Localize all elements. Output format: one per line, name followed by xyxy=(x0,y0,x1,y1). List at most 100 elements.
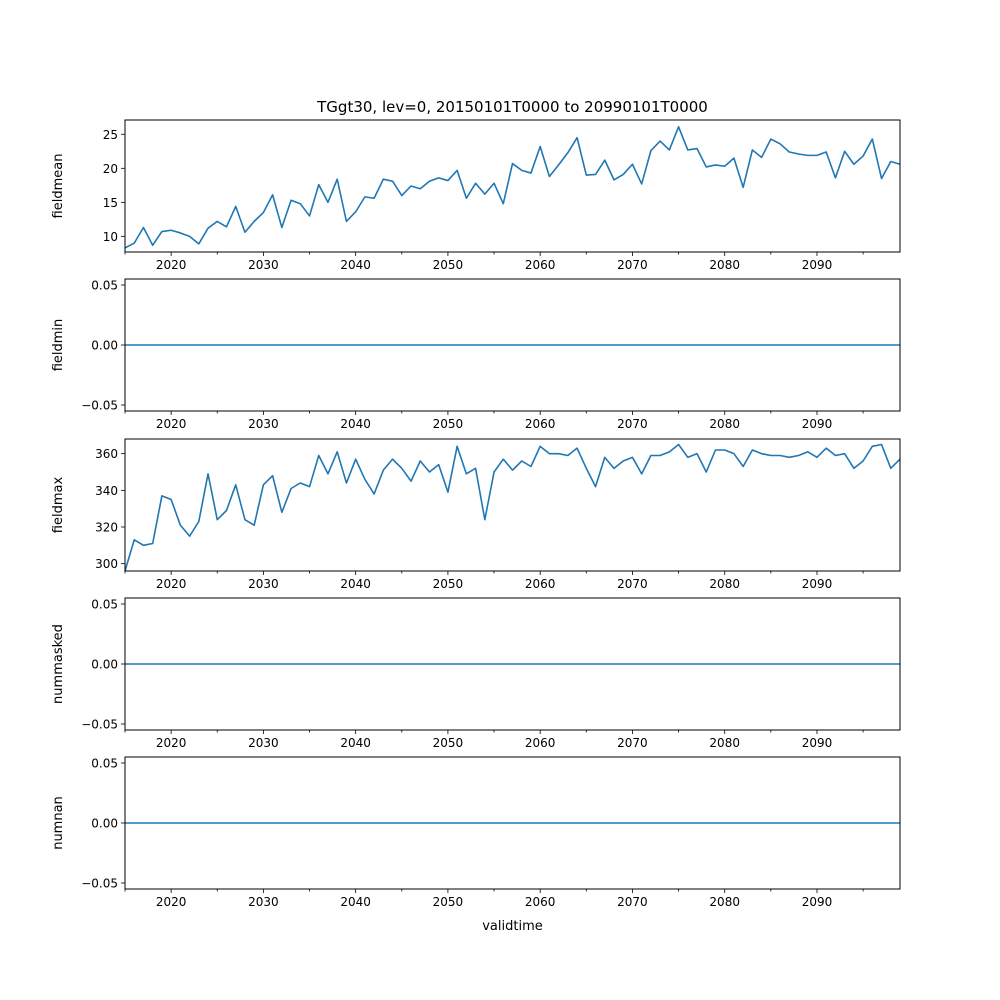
fieldmax-point xyxy=(474,467,476,469)
x-tick-label: 2020 xyxy=(156,258,187,272)
fieldmean-point xyxy=(659,140,661,142)
y-tick-label: 0.05 xyxy=(91,757,118,771)
fieldmax-point xyxy=(862,460,864,462)
fieldmax-point xyxy=(493,471,495,473)
numnan-y-axis-label: numnan xyxy=(51,796,66,850)
fieldmax-point xyxy=(382,469,384,471)
x-tick-label: 2090 xyxy=(802,895,833,909)
fieldmean-point xyxy=(207,227,209,229)
x-tick-label: 2030 xyxy=(248,736,279,750)
x-tick-label: 2080 xyxy=(709,577,740,591)
fieldmax-point xyxy=(696,452,698,454)
fieldmax-point xyxy=(797,454,799,456)
fieldmean-point xyxy=(604,159,606,161)
fieldmean-point xyxy=(650,149,652,151)
x-tick-label: 2050 xyxy=(433,736,464,750)
subplot-fieldmax: 2020 2030 2040 2050 2060 2070 2080 2090 300 320 34… xyxy=(51,438,901,591)
fieldmax-point xyxy=(714,449,716,451)
fieldmean-point xyxy=(705,166,707,168)
fieldmax-point xyxy=(437,463,439,465)
fieldmax-point xyxy=(521,460,523,462)
x-tick-label: 2050 xyxy=(433,577,464,591)
fieldmean-point xyxy=(382,178,384,180)
fieldmean-point xyxy=(244,231,246,233)
fieldmax-point xyxy=(179,524,181,526)
fieldmax-point xyxy=(567,454,569,456)
fieldmean-point xyxy=(797,153,799,155)
subplot-nummasked: 2020 2030 2040 2050 2060 2070 2080 2090 −0.05 0.0… xyxy=(51,597,901,750)
fieldmean-point xyxy=(576,136,578,138)
fieldmean-point xyxy=(456,169,458,171)
x-tick-label: 2020 xyxy=(156,736,187,750)
fieldmax-point xyxy=(825,447,827,449)
fieldmean-point xyxy=(567,151,569,153)
fieldmax-point xyxy=(484,518,486,520)
fieldmean-point xyxy=(862,155,864,157)
fieldmax-point xyxy=(281,511,283,513)
y-tick-label: 0.05 xyxy=(91,279,118,293)
subplot-numnan: 2020 2030 2040 2050 2060 2070 2080 2090 −0.05 0.0… xyxy=(51,756,901,909)
fieldmax-point xyxy=(207,473,209,475)
fieldmax-point xyxy=(640,473,642,475)
fieldmax-point xyxy=(198,520,200,522)
fieldmean-point xyxy=(345,220,347,222)
fieldmean-point xyxy=(216,220,218,222)
fieldmax-point xyxy=(604,456,606,458)
x-axis-label: validtime xyxy=(482,919,543,934)
fieldmax-point xyxy=(336,451,338,453)
fieldmean-point xyxy=(428,180,430,182)
fieldmean-point xyxy=(373,197,375,199)
fieldmax-point xyxy=(843,452,845,454)
y-tick-label: 0.00 xyxy=(91,339,118,353)
fieldmax-point xyxy=(225,509,227,511)
fieldmean-point xyxy=(484,193,486,195)
fieldmean-point xyxy=(179,232,181,234)
fieldmean-point xyxy=(557,164,559,166)
fieldmean-point xyxy=(161,230,163,232)
fieldmean-axes-frame xyxy=(124,119,901,253)
x-tick-label: 2060 xyxy=(525,258,556,272)
y-tick-label: −0.05 xyxy=(81,399,118,413)
fieldmax-point xyxy=(650,454,652,456)
fieldmax-point xyxy=(327,473,329,475)
fieldmax-point xyxy=(401,467,403,469)
fieldmean-point xyxy=(437,177,439,179)
y-tick-label: 360 xyxy=(95,447,118,461)
fieldmean-point xyxy=(890,160,892,162)
fieldmax-point xyxy=(364,478,366,480)
fieldmax-point xyxy=(419,460,421,462)
x-tick-label: 2040 xyxy=(340,577,371,591)
fieldmax-point xyxy=(262,484,264,486)
fieldmax-point xyxy=(871,445,873,447)
fieldmax-point xyxy=(594,485,596,487)
fieldmax-series-line xyxy=(124,443,901,572)
fieldmean-point xyxy=(511,162,513,164)
subplot-fieldmean: 2020 2030 2040 2050 2060 2070 2080 2090 10 15 20 25… xyxy=(51,119,901,272)
fieldmax-point xyxy=(659,454,661,456)
fieldmean-point xyxy=(733,157,735,159)
fieldmean-point xyxy=(816,154,818,156)
x-tick-label: 2040 xyxy=(340,736,371,750)
fieldmean-point xyxy=(594,173,596,175)
fieldmean-point xyxy=(253,220,255,222)
fieldmean-point xyxy=(290,199,292,201)
fieldmax-point xyxy=(410,480,412,482)
fieldmax-point xyxy=(816,456,818,458)
fieldmean-point xyxy=(696,147,698,149)
fieldmax-point xyxy=(142,544,144,546)
fieldmean-series-line xyxy=(124,126,901,249)
fieldmean-point xyxy=(474,182,476,184)
fieldmean-point xyxy=(687,149,689,151)
fieldmean-y-axis-label: fieldmean xyxy=(51,154,66,219)
subplots: 2020 2030 2040 2050 2060 2070 2080 2090 10 15 20 25… xyxy=(51,119,901,909)
x-tick-label: 2050 xyxy=(433,258,464,272)
y-tick-label: 320 xyxy=(95,521,118,535)
fieldmean-point xyxy=(151,244,153,246)
fieldmean-point xyxy=(548,175,550,177)
fieldmean-point xyxy=(760,156,762,158)
x-tick-label: 2040 xyxy=(340,417,371,431)
fieldmax-point xyxy=(465,473,467,475)
fieldmax-point xyxy=(188,535,190,537)
fieldmax-point xyxy=(770,454,772,456)
fieldmin-y-axis-label: fieldmin xyxy=(51,319,66,372)
